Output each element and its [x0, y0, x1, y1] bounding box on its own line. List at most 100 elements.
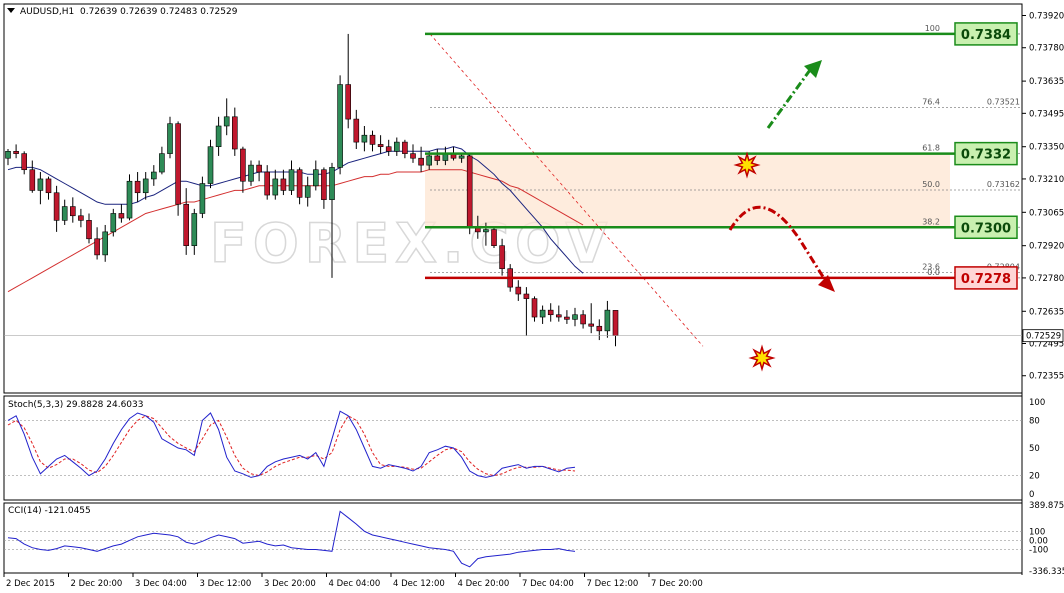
candle-body — [118, 213, 125, 219]
breakout-star-lower — [748, 344, 776, 372]
time-tick-label: 4 Dec 12:00 — [393, 579, 445, 589]
bearish-arrow-head — [818, 275, 835, 292]
candle-body — [159, 153, 165, 173]
candle-body — [102, 231, 108, 256]
stoch-tick-label: 50 — [1029, 444, 1040, 454]
candle-body — [426, 155, 433, 166]
key-level-box — [954, 215, 1018, 240]
candle-body — [458, 155, 465, 159]
breakout-star-upper — [733, 151, 761, 179]
candle-body — [248, 164, 254, 182]
key-level-box — [954, 22, 1018, 46]
candle-body — [61, 206, 68, 221]
key-level-label: 0.7278 — [961, 272, 1011, 287]
candle-body — [580, 314, 586, 325]
candle-body — [94, 238, 100, 256]
fib-ratio-label: 23.6 — [922, 262, 940, 271]
fib-ratio-label: 38.2 — [922, 217, 940, 226]
candle-body — [134, 180, 141, 194]
candle-body — [539, 309, 546, 318]
candle-body — [434, 155, 441, 161]
current-price-tag — [1022, 329, 1064, 343]
fib-ratio-label: 100 — [925, 24, 940, 33]
candle-body — [70, 206, 76, 217]
bullish-arrow-line — [766, 69, 812, 129]
stoch-tick-label: 100 — [1029, 398, 1045, 408]
candle-body — [402, 141, 408, 154]
symbol-label: AUDUSD,H1 — [20, 7, 74, 17]
candle-body — [377, 144, 384, 148]
candle-body — [272, 178, 279, 196]
candle-body — [142, 178, 149, 194]
price-tick-label: 0.72920 — [1029, 242, 1064, 252]
time-tick-label: 4 Dec 20:00 — [458, 579, 510, 589]
fib-price-label: 0.73521 — [987, 97, 1020, 106]
candle-body — [596, 325, 603, 332]
candle-body — [612, 310, 619, 336]
time-tick-label: 4 Dec 04:00 — [329, 579, 381, 589]
price-tick-label: 0.72495 — [1029, 340, 1064, 350]
price-tick-label: 0.73350 — [1029, 143, 1064, 153]
candle-body — [410, 153, 416, 159]
stoch-tick-label: 0 — [1029, 490, 1034, 500]
candle-body — [515, 286, 522, 295]
candle-body — [466, 155, 473, 228]
cci-tick-label: 0.00 — [1029, 536, 1048, 546]
candle-body — [53, 192, 60, 221]
stoch-label: Stoch(5,3,3) 29.8828 24.6033 — [8, 400, 143, 410]
price-tick-label: 0.73920 — [1029, 12, 1064, 22]
candle-body — [151, 171, 157, 180]
candle-body — [604, 309, 611, 332]
candle-body — [564, 316, 570, 320]
resistance-support-zone — [425, 153, 950, 228]
stoch-tick-label: 80 — [1029, 416, 1040, 426]
time-tick-label: 7 Dec 20:00 — [651, 579, 703, 589]
fib-price-label: 0.73162 — [987, 180, 1020, 189]
ma-fast-line — [7, 146, 584, 274]
candle-body — [288, 169, 295, 191]
cci-label: CCI(14) -121.0455 — [8, 506, 91, 516]
key-level-box — [954, 141, 1018, 166]
fib-ratio-label: 76.4 — [922, 97, 940, 106]
candle-body — [110, 213, 117, 233]
candle-body — [523, 293, 530, 299]
price-tick-label: 0.72780 — [1029, 274, 1064, 284]
symbol-dropdown-icon[interactable] — [7, 8, 15, 13]
price-tick-label: 0.73635 — [1029, 77, 1064, 87]
candle-body — [588, 323, 595, 327]
time-tick-label: 2 Dec 20:00 — [71, 579, 123, 589]
stoch-signal-line — [7, 415, 576, 477]
candle-body — [418, 157, 424, 166]
candle-body — [329, 167, 335, 200]
candle-body — [531, 298, 538, 318]
time-tick-label: 3 Dec 12:00 — [200, 579, 252, 589]
candle-body — [256, 164, 262, 173]
key-level-label: 0.7384 — [961, 28, 1011, 43]
candle-body — [78, 215, 84, 221]
candle-body — [304, 185, 311, 198]
stoch-main-line — [7, 410, 576, 478]
time-tick-label: 3 Dec 04:00 — [135, 579, 187, 589]
price-tick-label: 0.72355 — [1029, 372, 1064, 382]
candle-body — [199, 183, 206, 214]
time-tick-label: 7 Dec 12:00 — [587, 579, 639, 589]
candle-body — [555, 314, 562, 318]
current-price-label: 0.72529 — [1026, 332, 1061, 342]
candle-body — [572, 314, 578, 320]
candle-body — [361, 134, 368, 143]
candle-body — [483, 229, 489, 233]
candle-body — [21, 153, 28, 171]
price-tick-label: 0.73780 — [1029, 44, 1064, 54]
fib-ratio-label: 61.8 — [922, 144, 940, 153]
key-level-label: 0.7300 — [961, 221, 1011, 236]
candle-body — [312, 169, 319, 187]
candle-body — [232, 116, 238, 150]
candle-body — [337, 84, 343, 168]
bullish-arrow-head — [804, 60, 822, 78]
cci-tick-label: -100 — [1029, 546, 1048, 556]
candle-body — [264, 171, 271, 196]
price-tick-label: 0.73210 — [1029, 175, 1064, 185]
price-tick-label: 0.73065 — [1029, 208, 1064, 218]
candle-body — [29, 169, 36, 191]
